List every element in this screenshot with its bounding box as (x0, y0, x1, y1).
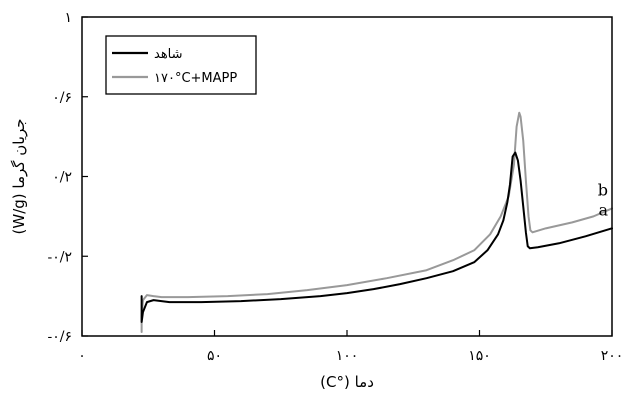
y-tick-label: -۰/۲ (48, 249, 73, 265)
y-tick-label: ۰/۶ (52, 90, 72, 106)
x-tick-label: ۰ (78, 348, 86, 364)
x-tick-label: ۵۰ (207, 348, 222, 364)
x-tick-label: ۲۰۰ (601, 348, 624, 364)
y-tick-label: ۰/۲ (52, 170, 72, 186)
series-line-0 (140, 151, 613, 324)
legend-label-0: شاهد (154, 47, 183, 62)
y-tick-label: ۱ (64, 10, 72, 26)
x-tick-label: ۱۰۰ (336, 348, 359, 364)
x-tick-label: ۱۵۰ (468, 348, 491, 364)
legend: شاهد ۱۷۰°C+MAPP (105, 35, 257, 95)
y-axis-title: جریان گرما (W/g) (10, 118, 28, 234)
series-annotation-1: b (598, 180, 608, 199)
legend-box (105, 35, 257, 95)
series-annotation-0: a (598, 200, 608, 219)
y-tick-label: -۰/۶ (48, 329, 73, 345)
legend-label-1: ۱۷۰°C+MAPP (154, 71, 237, 86)
x-axis-title: دما (°C) (320, 373, 374, 391)
series-line-1 (140, 111, 613, 334)
